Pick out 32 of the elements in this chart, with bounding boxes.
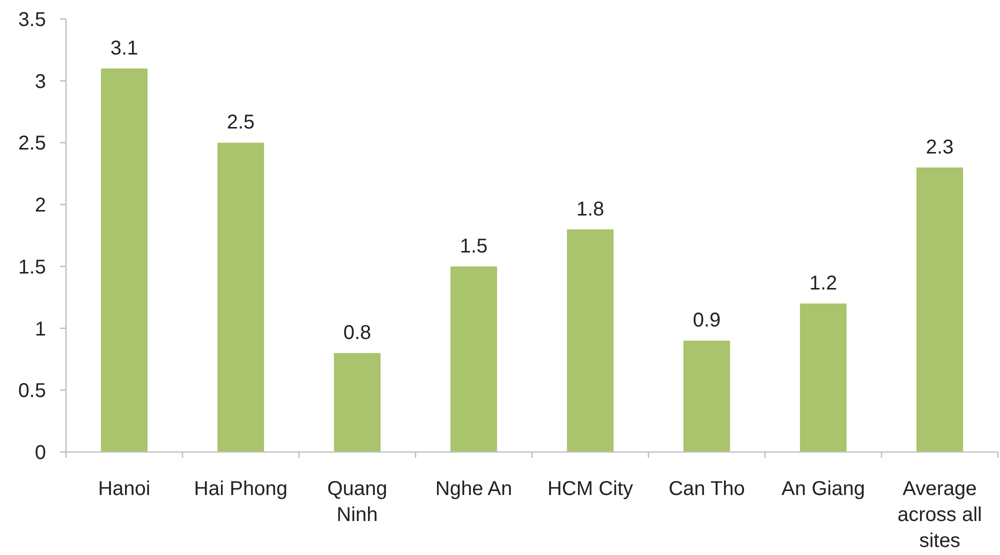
x-tick-label: Average across all sites xyxy=(898,478,982,552)
bar xyxy=(217,142,264,452)
y-tick-label: 0.5 xyxy=(18,380,46,402)
data-label: 0.9 xyxy=(692,310,721,332)
x-tick-label: Can Tho xyxy=(668,478,745,500)
bar xyxy=(566,229,614,452)
x-tick-label: Hai Phong xyxy=(194,478,288,500)
x-tick-label: An Giang xyxy=(782,478,865,500)
y-tick-label: 2 xyxy=(34,194,46,217)
data-label: 1.8 xyxy=(576,198,604,220)
y-tick-label: 1 xyxy=(34,318,46,340)
bar xyxy=(800,304,847,452)
x-tick-label: HCM City xyxy=(547,478,634,500)
bar xyxy=(916,167,964,452)
data-label: 1.5 xyxy=(460,235,488,258)
y-tick-label: 3 xyxy=(34,70,46,93)
bar xyxy=(334,353,381,452)
data-label: 3.1 xyxy=(110,37,138,60)
y-tick-label: 3.5 xyxy=(18,9,46,31)
x-tick-label: Nghe An xyxy=(435,478,512,500)
x-tick-label: Hanoi xyxy=(98,478,150,500)
data-label: 0.8 xyxy=(343,322,372,344)
data-label: 2.5 xyxy=(226,112,255,134)
x-tick-label: Quang Ninh xyxy=(327,478,388,526)
bar xyxy=(683,340,730,452)
y-tick-label: 1.5 xyxy=(18,256,46,278)
data-label: 2.3 xyxy=(926,136,954,158)
y-tick-label: 2.5 xyxy=(18,132,46,155)
bar xyxy=(450,266,498,452)
data-label: 1.2 xyxy=(809,272,838,295)
bar xyxy=(100,68,148,452)
y-tick-label: 0 xyxy=(34,442,46,464)
